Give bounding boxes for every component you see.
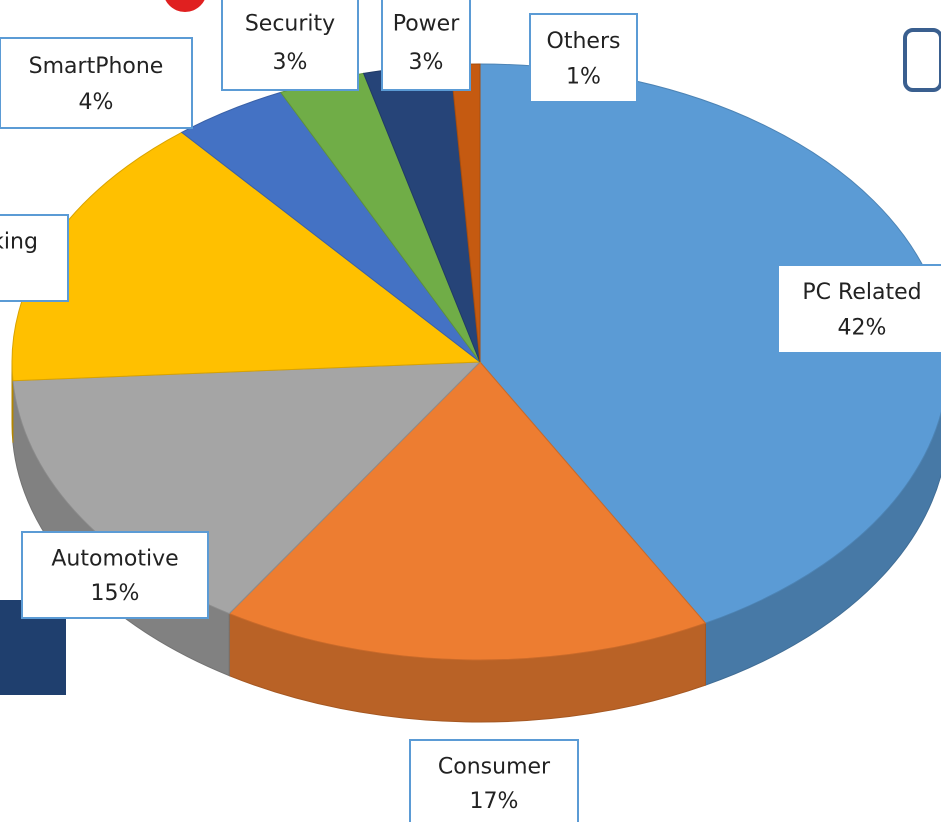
data-label-name: Security [245, 12, 335, 37]
data-label-value: 4% [79, 90, 114, 115]
data-label-name: PC Related [802, 280, 921, 305]
background-icon [903, 28, 941, 92]
data-label-box [0, 214, 69, 302]
data-label-value: 42% [838, 315, 887, 340]
data-label-box [381, 0, 471, 91]
data-label-name: Networking [0, 230, 38, 255]
data-label-value: 1% [566, 64, 601, 89]
data-label-box [21, 531, 209, 619]
data-label-name: SmartPhone [29, 54, 164, 79]
slice [228, 361, 707, 661]
data-label-box [221, 0, 359, 91]
data-label-value: 15% [91, 581, 140, 606]
data-label-value: 3% [273, 50, 308, 75]
pie-tops [11, 63, 941, 661]
data-label-box [0, 37, 193, 129]
data-label-value: 3% [409, 50, 444, 75]
data-label-value: 17% [470, 789, 519, 814]
data-label-name: Power [393, 12, 460, 37]
data-label-name: Consumer [438, 755, 551, 780]
data-label-name: Others [547, 29, 621, 54]
data-label-box [409, 739, 579, 822]
data-label-name: Automotive [51, 547, 178, 572]
data-label-box [529, 13, 638, 103]
background-logo [165, 0, 205, 12]
data-label-box [777, 264, 941, 354]
